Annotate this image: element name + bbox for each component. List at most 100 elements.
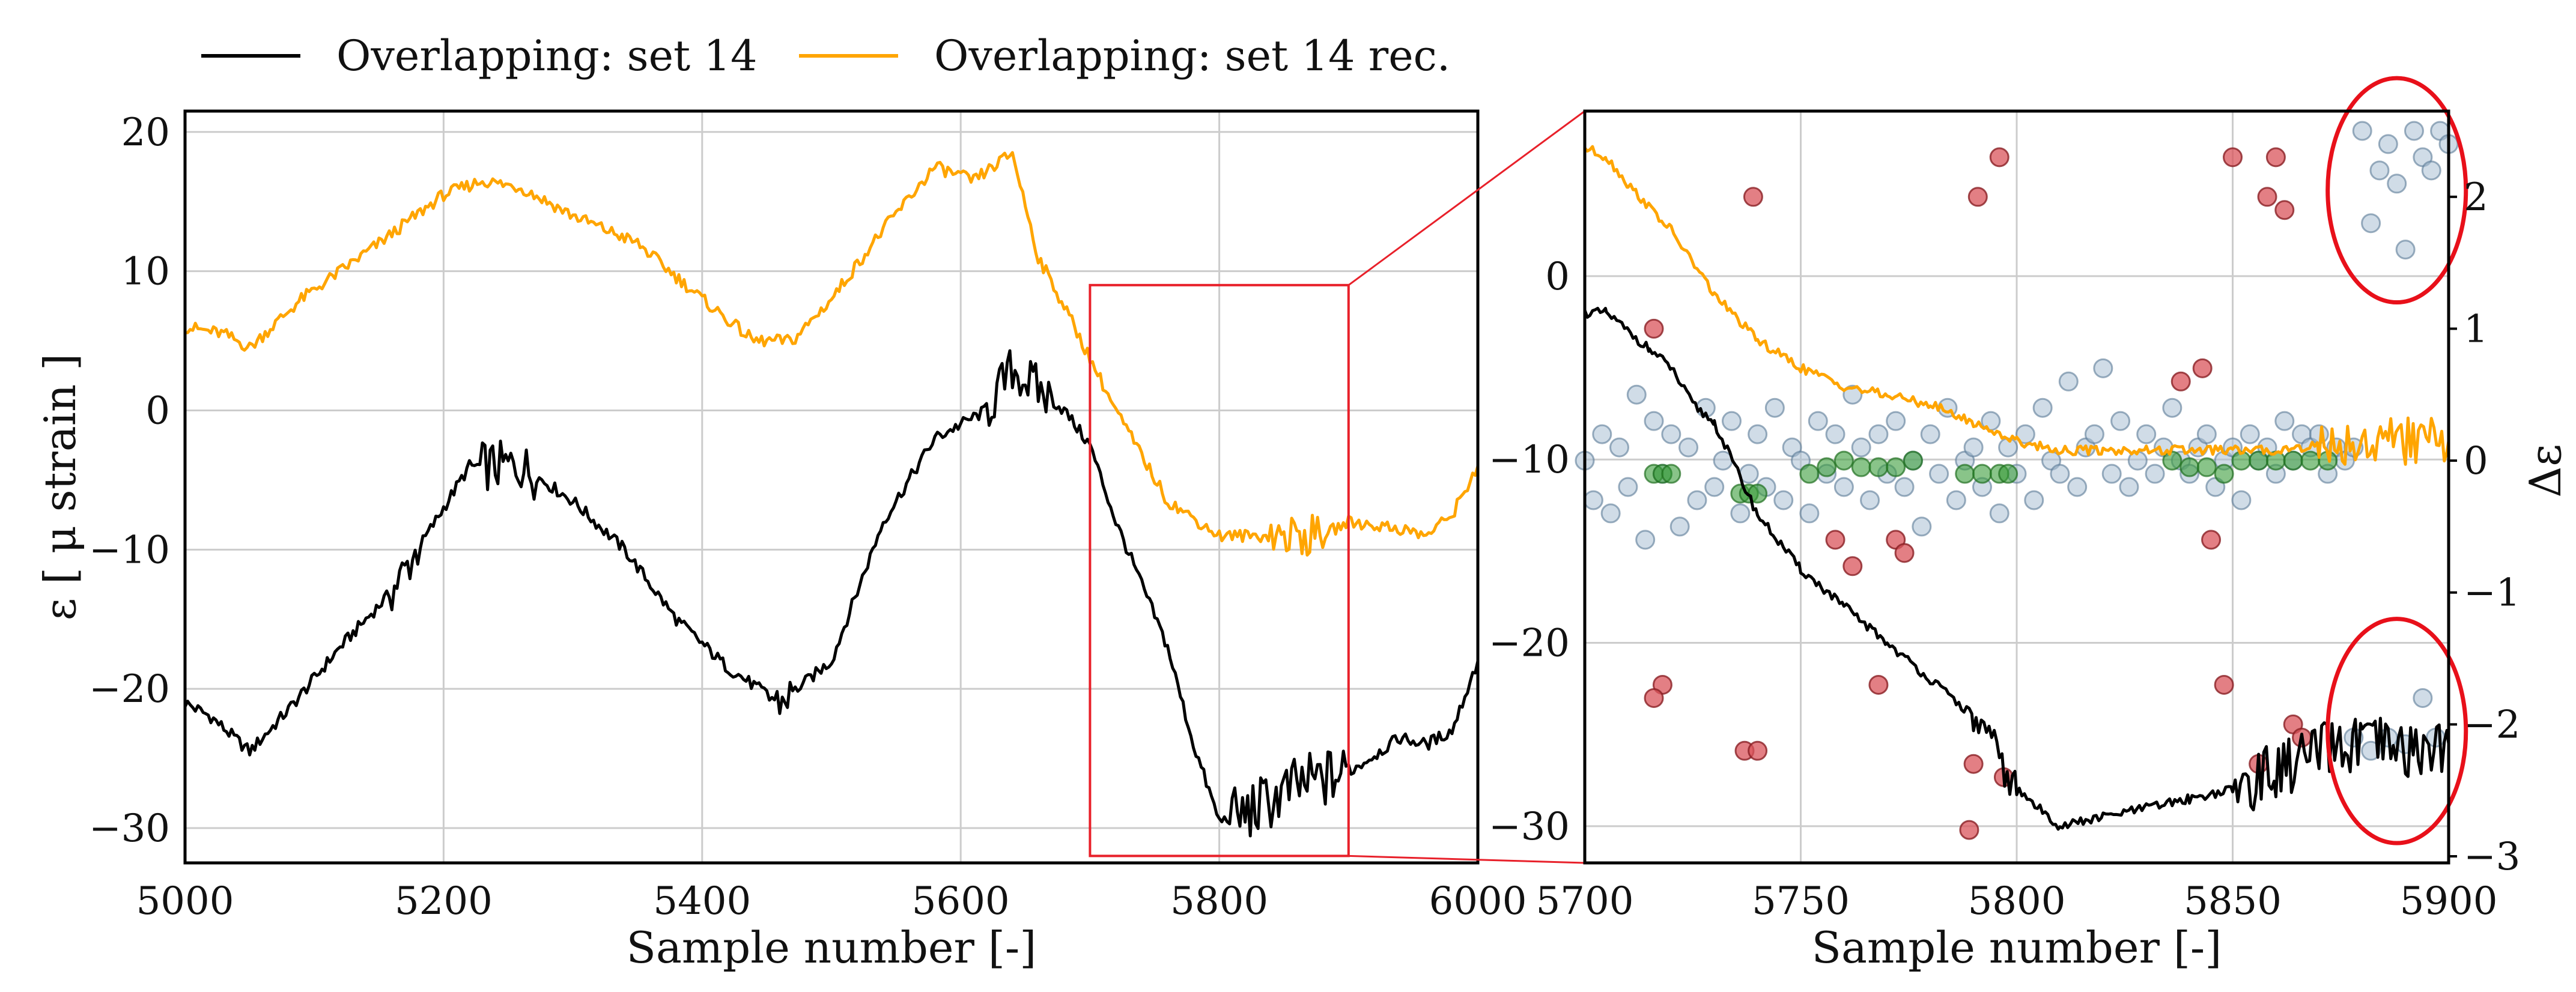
residual-point-blue <box>2093 358 2113 378</box>
legend: Overlapping: set 14 Overlapping: set 14 … <box>201 31 1450 80</box>
left-plot-frame <box>183 109 1480 865</box>
residual-point-blue-lower <box>2361 740 2381 761</box>
right-panel: 5700 5750 5800 5850 5900 −30−20−100 −3−2−101… <box>1489 76 2571 973</box>
residual-point-red <box>2223 147 2243 168</box>
left-series-line-measured <box>183 349 1480 838</box>
residual-point-blue <box>1618 477 1638 497</box>
residual-point-blue <box>2196 424 2217 444</box>
residual-point-blue <box>2231 490 2252 510</box>
residual-point-blue-lower <box>2413 688 2433 708</box>
residual-point-blue <box>1851 437 1871 458</box>
residual-point-blue <box>2145 464 2165 484</box>
residual-point-blue <box>2067 477 2088 497</box>
right-y-ticks: −30 −20 −10 0 <box>1489 255 1570 849</box>
connector-top <box>1347 110 1585 286</box>
highlight-ellipse <box>2325 76 2468 304</box>
residual-point-green <box>1661 464 1681 484</box>
residual-point-green <box>2180 457 2200 477</box>
left-y-tick-label: 20 <box>121 110 170 155</box>
residual-point-blue <box>2378 134 2398 154</box>
residual-point-blue <box>1868 424 1889 444</box>
residual-point-green <box>1833 450 1854 471</box>
residual-point-blue <box>2361 213 2381 234</box>
residual-point-green <box>1903 450 1923 471</box>
residual-point-blue <box>2387 174 2407 194</box>
left-x-tick-label: 6000 <box>1429 879 1527 924</box>
residual-point-blue <box>1825 424 1845 444</box>
residual-point-blue <box>1730 503 1751 524</box>
residual-point-blue <box>1687 490 1707 510</box>
residual-point-blue <box>2240 424 2260 444</box>
residual-point-blue <box>2274 411 2295 431</box>
right-x-tick-label: 5700 <box>1536 879 1634 924</box>
residual-point-green <box>1851 457 1871 477</box>
residual-point-blue <box>2084 424 2104 444</box>
residual-point-red <box>1989 147 2009 168</box>
residual-point-blue <box>1600 503 1621 524</box>
residual-point-blue <box>1860 490 1880 510</box>
residual-point-red <box>1748 740 1768 761</box>
right-y2-tick-label: 1 <box>2464 307 2488 351</box>
residual-point-blue <box>1842 384 1863 405</box>
right-y2-tick-label: −3 <box>2464 835 2520 879</box>
left-y-axis-label: ε [ μ strain ] <box>35 354 85 620</box>
residual-point-blue <box>1661 424 1681 444</box>
residual-point-blue <box>2032 398 2053 418</box>
residual-point-green <box>2214 464 2234 484</box>
right-series-line-measured <box>1583 306 2450 831</box>
residual-point-blue <box>2369 160 2390 181</box>
residual-point-blue <box>1808 411 1828 431</box>
left-x-tick-label: 5000 <box>136 879 234 924</box>
residual-point-blue <box>1635 530 1656 550</box>
residual-point-blue <box>2421 160 2441 181</box>
residual-point-blue <box>2110 411 2131 431</box>
residual-point-green <box>1955 464 1975 484</box>
residual-point-red <box>2257 187 2277 207</box>
left-x-tick-label: 5600 <box>912 879 1010 924</box>
residual-point-blue <box>2015 424 2035 444</box>
residual-point-blue <box>1764 398 1785 418</box>
residual-point-blue <box>1833 477 1854 497</box>
right-y2-tick-label: −2 <box>2464 703 2520 747</box>
legend-label-measured: Overlapping: set 14 <box>336 31 757 80</box>
residual-point-blue <box>1644 411 1664 431</box>
residual-point-red <box>2170 371 2191 392</box>
residual-point-blue <box>2162 398 2183 418</box>
residual-point-green <box>2283 450 2303 471</box>
residual-point-green <box>1972 464 1992 484</box>
residual-point-green <box>2162 450 2183 471</box>
residual-point-blue <box>1678 437 1699 458</box>
residual-point-red <box>1894 543 1915 563</box>
left-y-tick-label: −10 <box>89 528 170 572</box>
residual-point-blue <box>1920 424 1940 444</box>
residual-point-blue <box>2024 490 2044 510</box>
residual-point-green <box>1817 457 1837 477</box>
left-y-tick-label: −20 <box>89 667 170 712</box>
zoom-rectangle <box>1089 283 1350 857</box>
residual-point-green <box>1868 457 1889 477</box>
residual-point-blue <box>1609 437 1630 458</box>
right-y-tick-label: −20 <box>1489 622 1570 666</box>
left-x-ticks: 5000 5200 5400 5600 5800 6000 <box>136 879 1527 924</box>
residual-point-green <box>1799 464 1820 484</box>
residual-point-blue <box>1592 424 1612 444</box>
right-y-tick-label: −30 <box>1489 805 1570 849</box>
residual-point-green <box>2300 450 2321 471</box>
residual-point-blue <box>1773 490 1794 510</box>
legend-label-reconstructed: Overlapping: set 14 rec. <box>934 31 1450 80</box>
residual-point-red <box>2201 530 2222 550</box>
residual-point-red <box>2214 674 2234 695</box>
residual-point-red <box>1644 318 1664 339</box>
residual-point-red <box>2265 147 2286 168</box>
residual-point-blue <box>1704 477 1725 497</box>
right-plot-frame <box>1583 109 2450 865</box>
residual-point-blue <box>2136 424 2157 444</box>
residual-point-red <box>1644 688 1664 708</box>
right-x-ticks: 5700 5750 5800 5850 5900 <box>1536 879 2498 924</box>
right-x-tick-label: 5850 <box>2184 879 2282 924</box>
connector-bottom <box>1348 854 1585 864</box>
right-x-tick-label: 5750 <box>1752 879 1850 924</box>
right-y-tick-label: −10 <box>1489 438 1570 482</box>
residual-point-blue <box>1669 516 1690 537</box>
